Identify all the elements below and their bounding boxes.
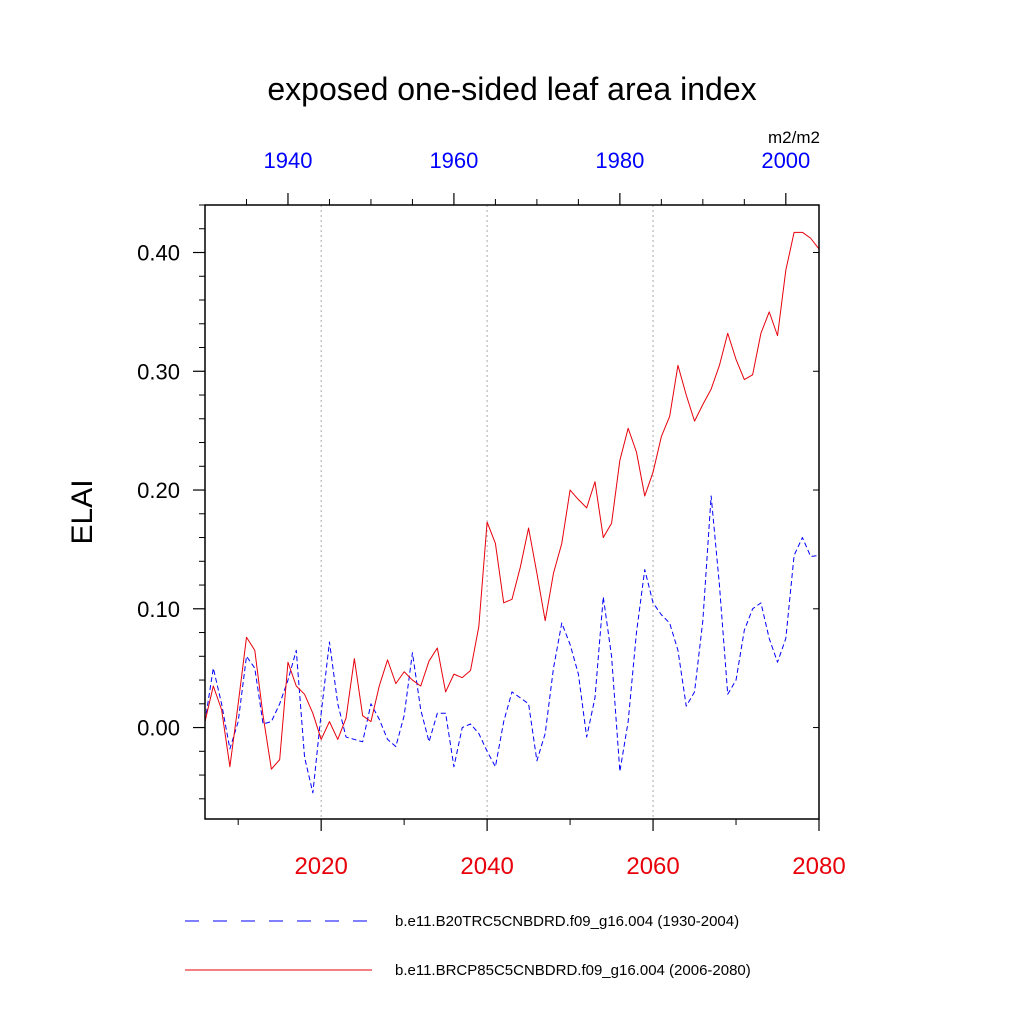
chart-title: exposed one-sided leaf area index xyxy=(267,71,756,107)
legend-label-rcp85: b.e11.BRCP85C5CNBDRD.f09_g16.004 (2006-2… xyxy=(395,962,751,979)
axes: 0.00 0.10 0.20 0.30 0.40 2020 2040 2060 2080 1940… xyxy=(137,148,846,880)
x-bottom-tick-label: 2020 xyxy=(294,853,347,880)
y-tick-label: 0.30 xyxy=(137,359,180,384)
x-top-tick-label: 2000 xyxy=(761,148,810,173)
legend: b.e11.B20TRC5CNBDRD.f09_g16.004 (1930-20… xyxy=(185,913,751,979)
x-bottom-tick-label: 2080 xyxy=(792,853,845,880)
series-line-1 xyxy=(204,231,820,770)
grid-lines xyxy=(320,205,654,819)
x-top-tick-label: 1960 xyxy=(429,148,478,173)
units-label: m2/m2 xyxy=(768,128,820,147)
y-axis-label: ELAI xyxy=(66,479,99,544)
series-line-0 xyxy=(204,495,820,794)
y-tick-label: 0.00 xyxy=(137,716,180,741)
y-tick-label: 0.40 xyxy=(137,241,180,266)
plot-frame xyxy=(204,204,820,820)
legend-label-historical: b.e11.B20TRC5CNBDRD.f09_g16.004 (1930-20… xyxy=(395,913,739,930)
series-layer xyxy=(204,231,820,794)
x-top-tick-label: 1980 xyxy=(595,148,644,173)
x-bottom-tick-label: 2060 xyxy=(626,853,679,880)
y-tick-label: 0.20 xyxy=(137,478,180,503)
x-top-tick-label: 1940 xyxy=(263,148,312,173)
y-tick-label: 0.10 xyxy=(137,597,180,622)
x-bottom-tick-label: 2040 xyxy=(460,853,513,880)
